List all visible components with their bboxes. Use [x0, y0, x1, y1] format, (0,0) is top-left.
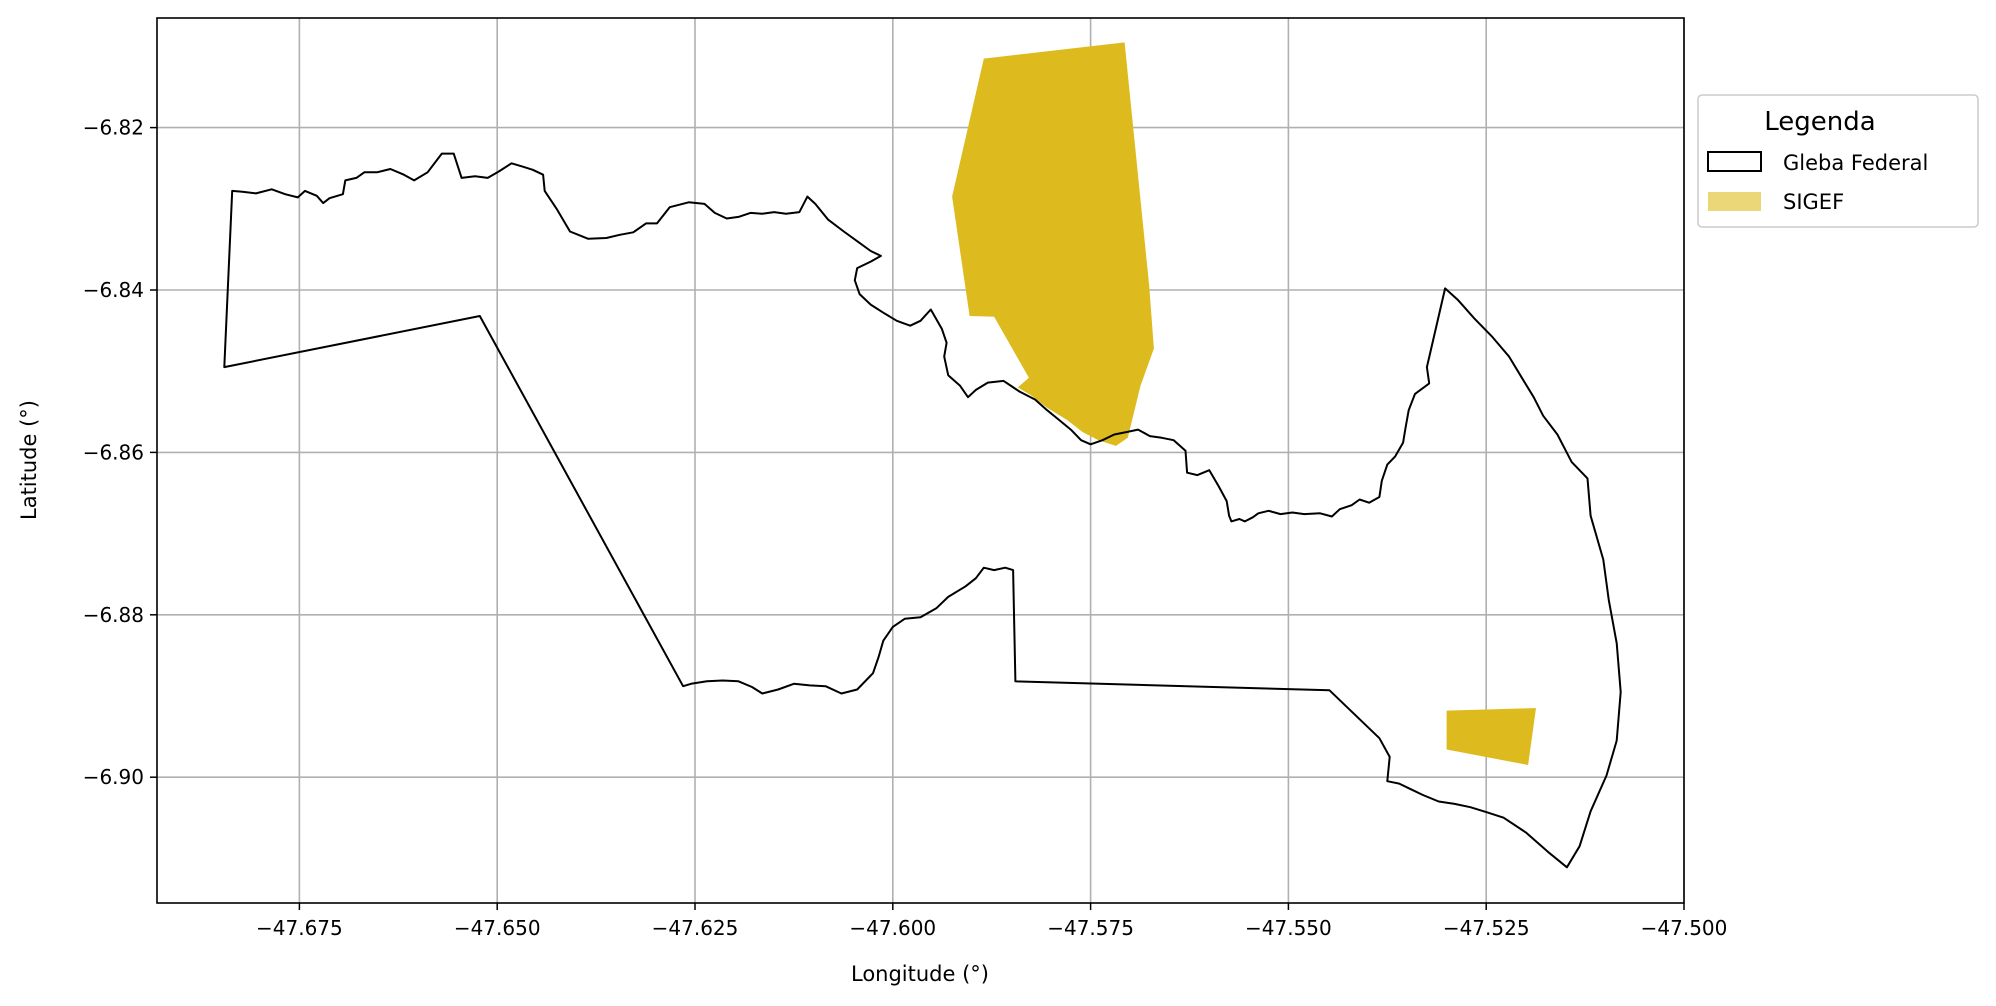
legend-label-sigef: SIGEF: [1783, 190, 1844, 214]
gleba-federal-layer: [223, 152, 1622, 869]
x-tick-label-2: −47.625: [652, 916, 739, 940]
y-tick-label-3: −6.88: [83, 603, 144, 627]
legend: Legenda Gleba Federal SIGEF: [1697, 94, 1979, 228]
sigef-parcel-1: [952, 42, 1154, 446]
y-tick-label-4: −6.90: [83, 765, 144, 789]
plot-frame: [156, 17, 1685, 904]
y-axis-ticks: −6.82 −6.84 −6.86 −6.88 −6.90: [83, 116, 157, 789]
x-tick-label-7: −47.500: [1641, 916, 1728, 940]
y-axis-label: Latitude (°): [17, 400, 41, 520]
x-tick-label-1: −47.650: [454, 916, 541, 940]
legend-swatch-gleba-federal: [1707, 151, 1762, 172]
plot-area: [157, 18, 1684, 903]
x-tick-label-4: −47.575: [1047, 916, 1134, 940]
x-axis-label: Longitude (°): [851, 962, 989, 986]
sigef-layer: [952, 42, 1536, 765]
legend-box: [1697, 94, 1979, 228]
gleba-federal-boundary: [223, 152, 1622, 869]
legend-swatch-sigef: [1708, 192, 1761, 211]
x-tick-label-3: −47.600: [849, 916, 936, 940]
y-tick-label-2: −6.86: [83, 440, 144, 464]
legend-title: Legenda: [1764, 107, 1875, 137]
x-axis-ticks: −47.675 −47.650 −47.625 −47.600 −47.575 −47.5…: [256, 903, 1727, 940]
y-tick-label-1: −6.84: [83, 278, 144, 302]
x-tick-label-0: −47.675: [256, 916, 343, 940]
legend-label-gleba-federal: Gleba Federal: [1783, 151, 1928, 175]
y-tick-label-0: −6.82: [83, 116, 144, 140]
x-tick-label-5: −47.550: [1245, 916, 1332, 940]
sigef-parcel-2: [1446, 708, 1536, 765]
x-tick-label-6: −47.525: [1443, 916, 1530, 940]
